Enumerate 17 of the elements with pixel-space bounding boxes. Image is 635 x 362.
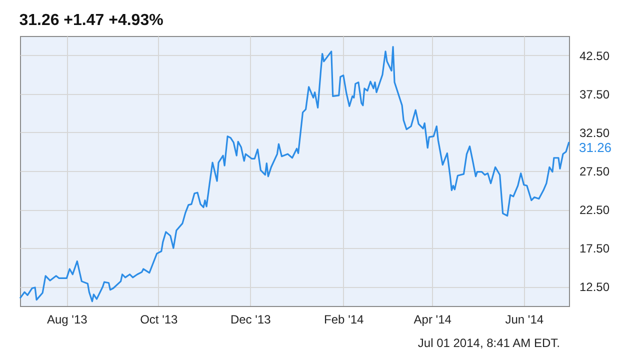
x-tick-label: Apr '14 <box>414 312 452 326</box>
text: Jul 01 2014, 8:41 AM EDT. <box>416 336 560 350</box>
x-tick-label: Oct '13 <box>140 312 178 326</box>
x-tick-label: Dec '13 <box>230 312 272 326</box>
y-tick-label: 12.50 <box>580 280 610 294</box>
y-tick-label: 27.50 <box>580 164 610 178</box>
y-tick-label: 42.50 <box>580 48 610 63</box>
x-tick-label: Jun '14 <box>505 312 544 326</box>
annotation: 31.26 <box>579 140 612 155</box>
x-tick-label: Aug '13 <box>46 312 88 326</box>
line-series <box>19 46 570 302</box>
y-tick-label: 37.50 <box>580 87 610 102</box>
y-tick-label: 17.50 <box>580 242 610 256</box>
x-tick-label: Feb '14 <box>324 312 364 326</box>
y-tick-label: 32.50 <box>580 126 610 140</box>
y-tick-label: 22.50 <box>580 203 610 218</box>
chart-title: 31.26 +1.47 +4.93% <box>19 12 164 29</box>
